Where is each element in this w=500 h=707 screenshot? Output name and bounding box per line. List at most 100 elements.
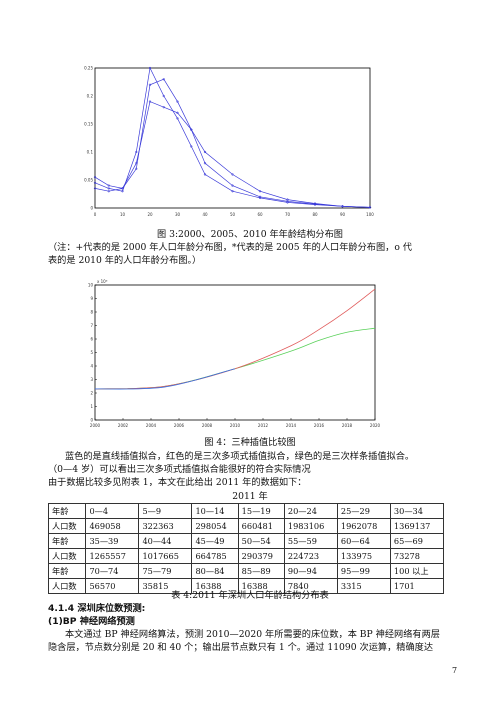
data-point bbox=[162, 94, 165, 98]
table-cell: 55—59 bbox=[283, 533, 338, 549]
data-point bbox=[148, 83, 152, 86]
x-tick-label: 2020 bbox=[370, 423, 380, 428]
table-cell: 322363 bbox=[138, 518, 193, 534]
x-tick-label: 2012 bbox=[258, 423, 269, 428]
data-point bbox=[176, 111, 179, 114]
table-cell: 95—99 bbox=[336, 563, 391, 579]
y-tick-label: 8 bbox=[90, 310, 93, 315]
table-cell: 70—74 bbox=[85, 563, 140, 579]
series-line bbox=[94, 288, 376, 390]
plot-frame bbox=[94, 67, 371, 209]
y-tick-label: 0.15 bbox=[84, 122, 93, 127]
table-cell: 1701 bbox=[389, 578, 445, 594]
data-point bbox=[135, 162, 138, 165]
table-cell: 73278 bbox=[389, 548, 445, 564]
table-cell: 80—84 bbox=[191, 563, 239, 579]
table-cell: 133975 bbox=[336, 548, 391, 564]
data-point bbox=[93, 187, 97, 190]
table-cell: 年龄 bbox=[47, 503, 87, 519]
table-cell: 100 以上 bbox=[389, 563, 445, 579]
table-cell: 1017665 bbox=[138, 548, 193, 564]
data-point bbox=[176, 117, 179, 120]
table-cell: 20—24 bbox=[283, 503, 338, 519]
y-tick-label: 0.2 bbox=[87, 94, 94, 99]
figure3-caption: 图 3:2000、2005、2010 年年龄结构分布图 bbox=[157, 229, 343, 240]
data-point bbox=[190, 128, 193, 131]
table-cell: 35—39 bbox=[85, 533, 140, 549]
table-cell: 7840 bbox=[283, 578, 338, 594]
x-tick-label: 100 bbox=[366, 212, 374, 217]
x-tick-label: 2002 bbox=[118, 423, 129, 428]
series-line bbox=[94, 327, 376, 390]
table-cell: 0—4 bbox=[85, 503, 140, 519]
table-row: 年龄 70—74 75—79 80—84 85—89 90—94 95—99 100 以上 bbox=[47, 563, 445, 579]
x-tick-label: 20 bbox=[147, 212, 153, 217]
table-cell: 290379 bbox=[237, 548, 285, 564]
figure3-note-line2: 表的是 2010 年的人口年龄分布图。） bbox=[48, 255, 202, 266]
table-cell: 年龄 bbox=[47, 563, 87, 579]
data-point bbox=[107, 184, 110, 187]
table-cell: 224723 bbox=[283, 548, 338, 564]
y-tick-label: 0.05 bbox=[84, 178, 93, 183]
data-point bbox=[231, 173, 234, 176]
data-point bbox=[190, 145, 193, 148]
table-cell: 10—14 bbox=[191, 503, 239, 519]
table-row: 年龄 35—39 40—44 45—49 50—54 55—59 60—64 65—69 bbox=[47, 533, 445, 549]
table-cell: 85—89 bbox=[237, 563, 285, 579]
figure4-caption: 图 4：三种插值比较图 bbox=[204, 437, 296, 448]
data-point bbox=[203, 150, 207, 154]
data-point bbox=[148, 66, 152, 70]
table-cell: 45—49 bbox=[191, 533, 239, 549]
data-point bbox=[121, 187, 124, 190]
plot-frame bbox=[94, 284, 376, 421]
page-number: 7 bbox=[452, 666, 458, 675]
y-tick-label: 9 bbox=[90, 296, 93, 301]
data-point bbox=[231, 184, 234, 187]
y-tick-label: 0 bbox=[90, 206, 93, 211]
table-cell: 人口数 bbox=[47, 548, 87, 564]
data-point bbox=[203, 162, 207, 165]
table-cell: 16388 bbox=[237, 578, 285, 594]
x-tick-label: 2000 bbox=[90, 423, 101, 428]
y-tick-label: 3 bbox=[90, 377, 93, 382]
figure3-note-line1: （注：+代表的是 2000 年人口年龄分布图，*代表的是 2005 年的人口年龄… bbox=[48, 242, 412, 253]
data-point bbox=[231, 190, 234, 193]
table-caption: 表 4:2011 年深圳人口年龄结构分布表 bbox=[171, 590, 329, 601]
table-cell: 90—94 bbox=[283, 563, 338, 579]
y-tick-label: 0.1 bbox=[87, 150, 94, 155]
table-cell: 25—29 bbox=[336, 503, 391, 519]
table-cell: 1983106 bbox=[283, 518, 338, 534]
data-point bbox=[162, 78, 165, 81]
data-point bbox=[162, 106, 165, 109]
x-tick-label: 2010 bbox=[230, 423, 241, 428]
table-cell: 65—69 bbox=[389, 533, 445, 549]
y-tick-label: 0.25 bbox=[84, 66, 93, 71]
data-point bbox=[135, 150, 138, 154]
x-tick-label: 60 bbox=[257, 212, 263, 217]
x-tick-label: 10 bbox=[120, 212, 126, 217]
x-tick-label: 2008 bbox=[202, 423, 213, 428]
x-tick-label: 2004 bbox=[146, 423, 157, 428]
table-cell: 年龄 bbox=[47, 533, 87, 549]
data-point bbox=[176, 100, 179, 103]
paragraph-line: 蓝色的是直线插值拟合，红色的是三次多项式插值拟合，绿色的是三次样条插值拟合。 bbox=[65, 451, 415, 462]
section-heading: 4.1.4 深圳床位数预测: bbox=[48, 603, 146, 614]
paragraph-line: 由于数据比较多见附表 1，本文在此给出 2011 年的数据如下： bbox=[48, 477, 307, 488]
table-row: 人口数 469058 322363 298054 660481 1983106 196207… bbox=[47, 518, 445, 534]
data-point bbox=[93, 176, 97, 179]
data-point bbox=[368, 206, 372, 209]
interpolation-comparison-chart: 2000 2002 2004 2006 2008 2010 2012 2014 2016 2018… bbox=[88, 279, 380, 428]
table-cell: 1369137 bbox=[389, 518, 445, 534]
table-row: 年龄 0—4 5—9 10—14 15—19 20—24 25—29 30—34 bbox=[47, 503, 445, 519]
table-cell: 1962078 bbox=[336, 518, 391, 534]
y-tick-label: 2 bbox=[90, 391, 93, 396]
table-row: 人口数 56570 35815 16388 16388 7840 3315 1701 bbox=[47, 578, 445, 594]
x-tick-label: 2006 bbox=[174, 423, 185, 428]
x-tick-label: 90 bbox=[340, 212, 346, 217]
x-tick-label: 50 bbox=[230, 212, 236, 217]
data-point bbox=[258, 195, 262, 198]
series-line bbox=[94, 66, 371, 208]
x-tick-label: 30 bbox=[175, 212, 181, 217]
table-cell: 人口数 bbox=[47, 578, 87, 594]
table-cell: 人口数 bbox=[47, 518, 87, 534]
